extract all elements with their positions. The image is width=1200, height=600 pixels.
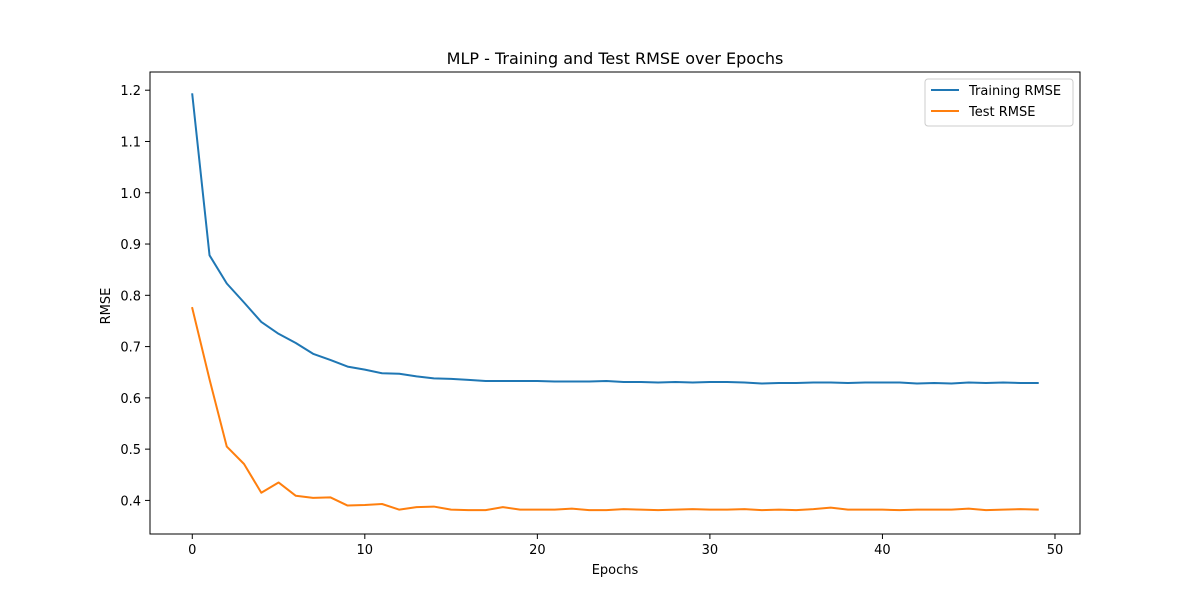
y-tick-label: 0.7 xyxy=(120,341,141,356)
x-axis-label: Epochs xyxy=(592,563,639,578)
series-layer xyxy=(191,93,1039,512)
axes-layer: 0 10 20 30 40 50 0.4 0.5 0.6 0.7 0.8 0.9 1.0 1.1 1.2 xyxy=(120,71,1081,558)
x-tick-label: 40 xyxy=(874,543,891,558)
y-tick-label: 0.9 xyxy=(120,238,141,253)
series-line-test xyxy=(191,306,1039,512)
x-tick-label: 30 xyxy=(702,543,719,558)
series-line-training xyxy=(191,93,1039,385)
y-tick-label: 1.1 xyxy=(120,135,141,150)
x-tick-label: 10 xyxy=(357,543,374,558)
y-tick-label: 0.6 xyxy=(120,392,141,407)
x-tick-label: 50 xyxy=(1047,543,1064,558)
legend-label-training: Training RMSE xyxy=(968,84,1061,99)
y-tick-label: 0.4 xyxy=(120,494,141,509)
y-tick-label: 0.8 xyxy=(120,289,141,304)
y-tick-label: 0.5 xyxy=(120,443,141,458)
x-tick-label: 0 xyxy=(188,543,196,558)
chart-title: MLP - Training and Test RMSE over Epochs xyxy=(447,49,784,68)
legend: Training RMSE Test RMSE xyxy=(924,78,1074,127)
y-tick-label: 1.0 xyxy=(120,187,141,202)
y-tick-label: 1.2 xyxy=(120,84,141,99)
y-axis-label: RMSE xyxy=(99,288,114,325)
plot-frame xyxy=(149,71,1081,535)
legend-box xyxy=(924,78,1074,127)
legend-label-test: Test RMSE xyxy=(968,105,1035,120)
x-tick-label: 20 xyxy=(529,543,546,558)
